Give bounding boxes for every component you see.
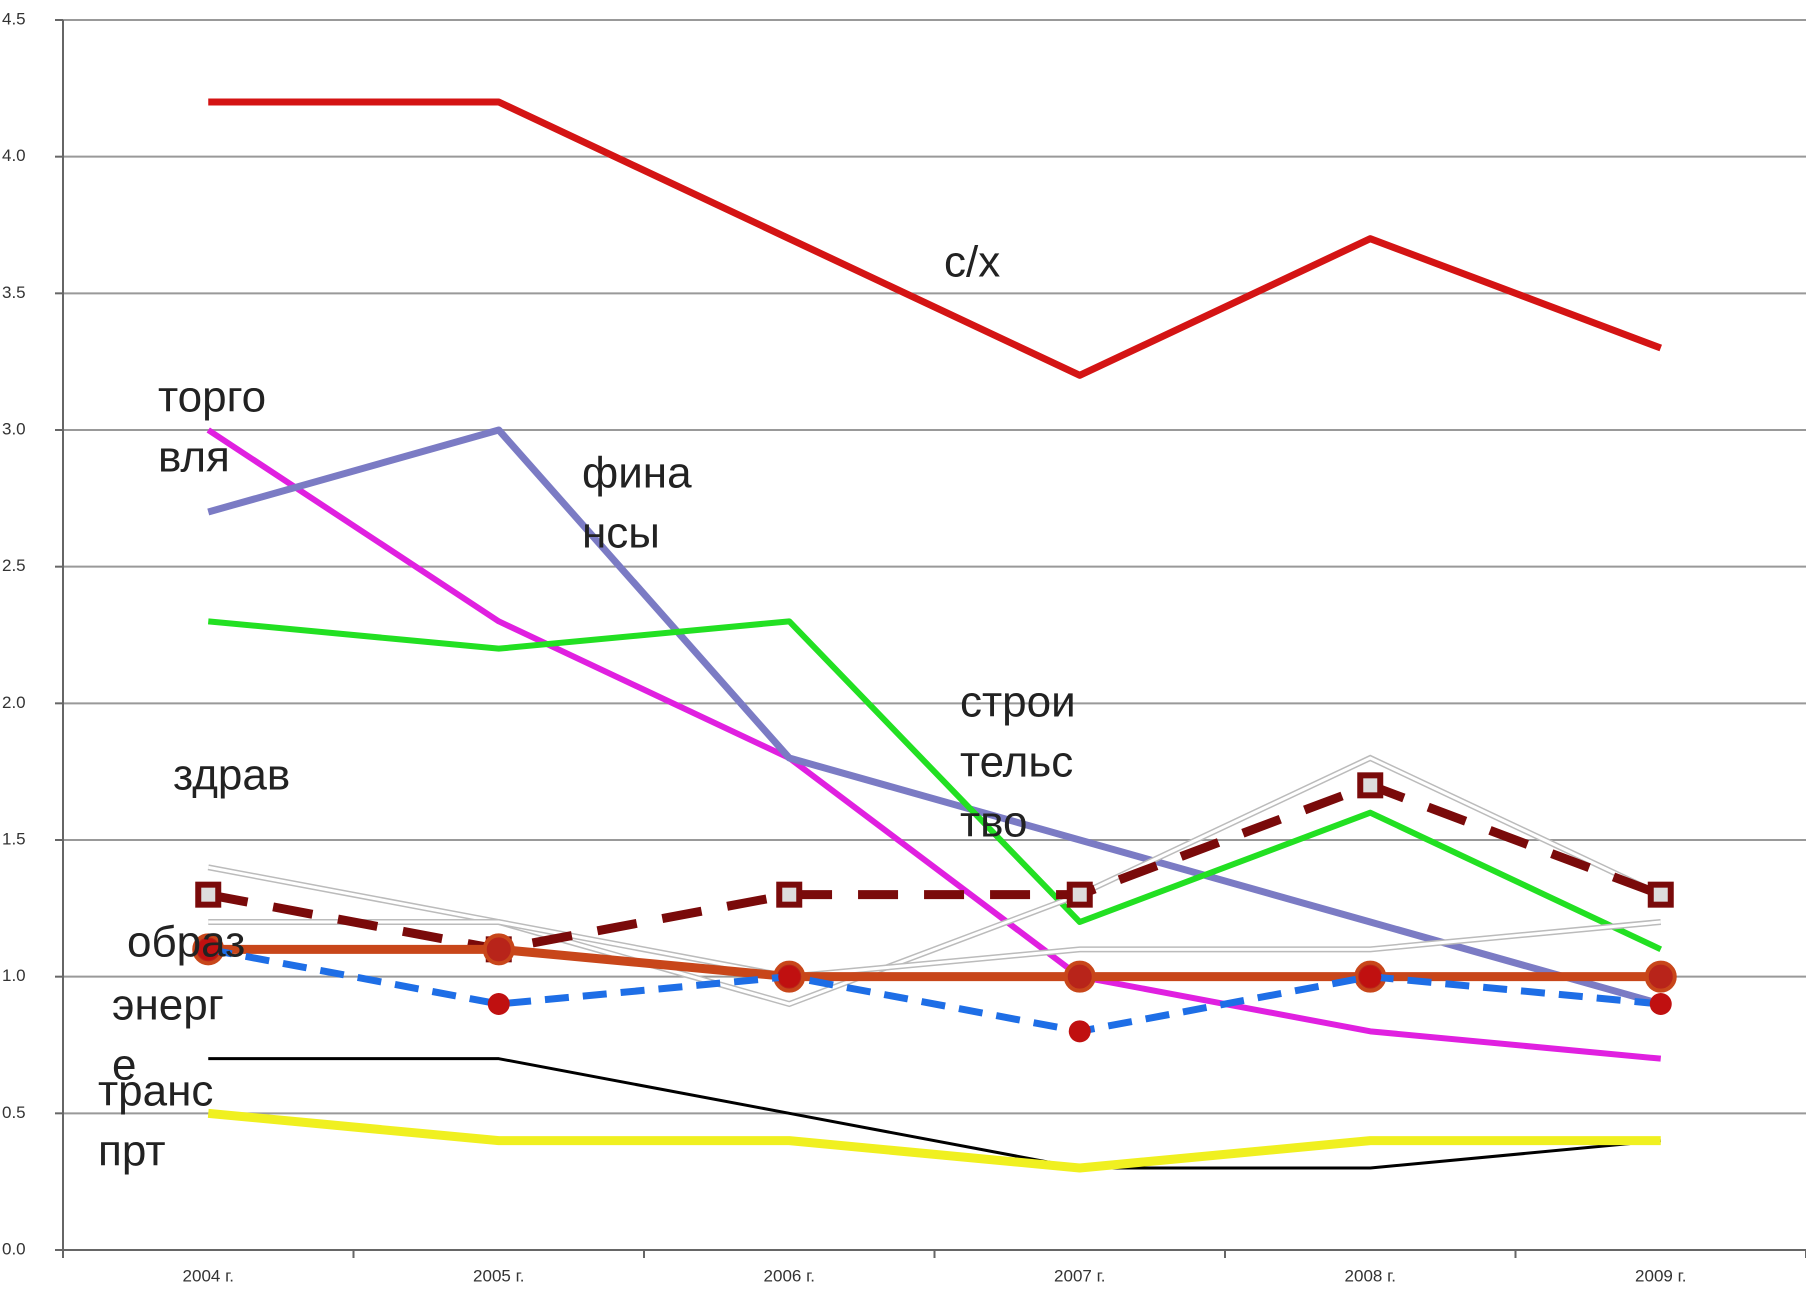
series-line bbox=[207, 426, 1662, 1008]
annotation: строи bbox=[960, 678, 1076, 727]
y-tick-label: 3.5 bbox=[2, 283, 26, 302]
y-tick-label: 1.0 bbox=[2, 966, 26, 985]
x-tick-label: 2009 г. bbox=[1635, 1266, 1686, 1285]
marker bbox=[1644, 960, 1677, 993]
y-tick-label: 4.5 bbox=[2, 9, 26, 28]
annotation: образ bbox=[127, 918, 245, 967]
marker bbox=[778, 965, 801, 988]
x-tick-label: 2006 г. bbox=[764, 1266, 815, 1285]
series-line bbox=[207, 756, 1662, 1006]
series-line bbox=[207, 945, 1662, 1035]
annotation: прт bbox=[98, 1127, 165, 1176]
series-line bbox=[208, 920, 1661, 979]
x-tick-label: 2007 г. bbox=[1054, 1266, 1105, 1285]
marker bbox=[1068, 1020, 1091, 1043]
annotation: фина bbox=[582, 449, 692, 498]
series-line-outline bbox=[207, 754, 1663, 1008]
y-tick-label: 2.0 bbox=[2, 693, 26, 712]
marker bbox=[776, 881, 803, 908]
y-tick-label: 0.5 bbox=[2, 1103, 26, 1122]
annotation: здрав bbox=[173, 751, 290, 800]
marker bbox=[1357, 772, 1384, 799]
annotation: тво bbox=[960, 798, 1028, 847]
series-line bbox=[208, 98, 1662, 379]
annotation: транс bbox=[98, 1067, 213, 1116]
marker bbox=[487, 993, 510, 1015]
marker bbox=[482, 933, 515, 966]
marker bbox=[1649, 993, 1672, 1015]
marker bbox=[1359, 965, 1382, 988]
x-tick-label: 2005 г. bbox=[473, 1266, 524, 1285]
series-line bbox=[207, 1108, 1661, 1173]
annotation: энерг bbox=[112, 981, 224, 1030]
marker bbox=[1647, 881, 1674, 908]
marker bbox=[195, 881, 222, 908]
series-line bbox=[206, 427, 1662, 1062]
annotation: е bbox=[112, 1041, 136, 1090]
y-tick-label: 1.5 bbox=[2, 829, 26, 848]
annotation: вля bbox=[158, 433, 230, 482]
annotation: нсы bbox=[582, 509, 660, 558]
y-tick-label: 4.0 bbox=[2, 146, 26, 165]
marker bbox=[197, 938, 220, 961]
y-tick-label: 2.5 bbox=[2, 556, 26, 575]
y-tick-label: 3.0 bbox=[2, 419, 26, 438]
annotation: с/х bbox=[944, 238, 1000, 287]
x-tick-label: 2008 г. bbox=[1345, 1266, 1396, 1285]
series-line bbox=[208, 944, 1661, 982]
series-line bbox=[207, 618, 1663, 953]
y-tick-label: 0.0 bbox=[2, 1239, 26, 1258]
marker bbox=[1066, 881, 1093, 908]
annotation: торго bbox=[158, 373, 266, 422]
series-line bbox=[207, 780, 1663, 954]
marker bbox=[1063, 960, 1096, 993]
series-line bbox=[208, 1057, 1661, 1170]
x-tick-label: 2004 г. bbox=[183, 1266, 234, 1285]
annotation: тельс bbox=[960, 738, 1073, 787]
